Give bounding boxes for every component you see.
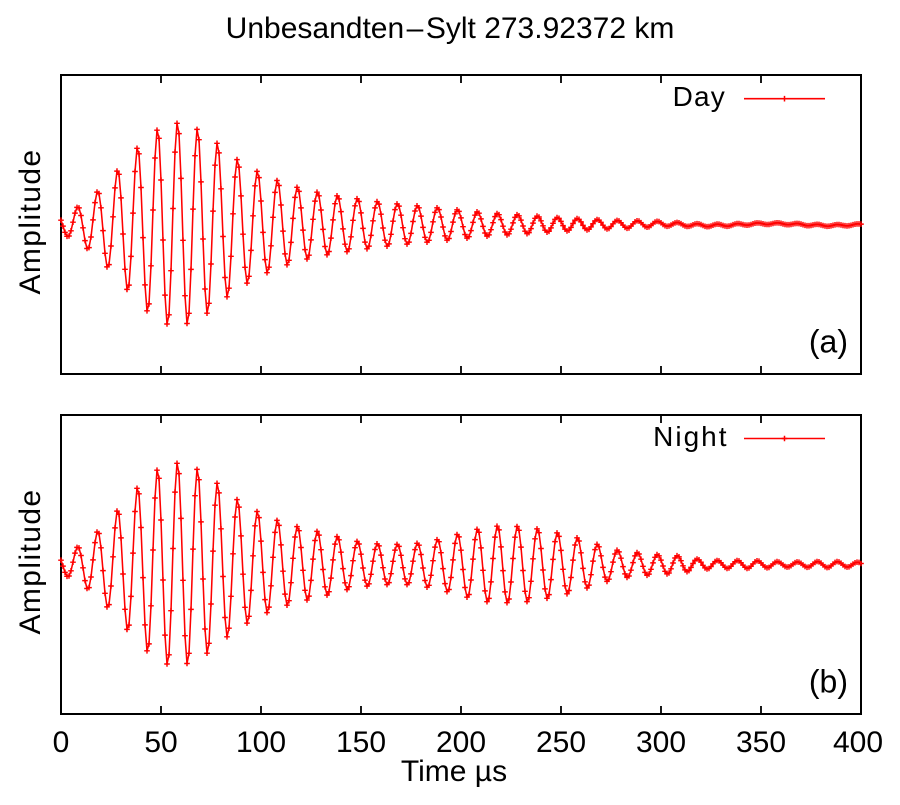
svg-text:(a): (a) bbox=[809, 324, 848, 360]
svg-text:400: 400 bbox=[833, 726, 883, 759]
svg-text:Unbesandten – Sylt 273.92372 k: Unbesandten – Sylt 273.92372 km bbox=[226, 12, 675, 45]
svg-text:(b): (b) bbox=[809, 664, 848, 700]
svg-text:Amplitude: Amplitude bbox=[14, 488, 47, 634]
svg-text:350: 350 bbox=[736, 726, 786, 759]
svg-text:0: 0 bbox=[53, 726, 70, 759]
svg-text:Day: Day bbox=[673, 81, 726, 112]
svg-text:200: 200 bbox=[436, 726, 486, 759]
svg-text:Time µs: Time µs bbox=[401, 755, 507, 788]
svg-text:150: 150 bbox=[336, 726, 386, 759]
svg-text:Amplitude: Amplitude bbox=[14, 148, 47, 294]
svg-text:250: 250 bbox=[536, 726, 586, 759]
svg-text:Night: Night bbox=[653, 421, 728, 452]
svg-text:100: 100 bbox=[236, 726, 286, 759]
svg-text:300: 300 bbox=[636, 726, 686, 759]
svg-text:50: 50 bbox=[144, 726, 177, 759]
